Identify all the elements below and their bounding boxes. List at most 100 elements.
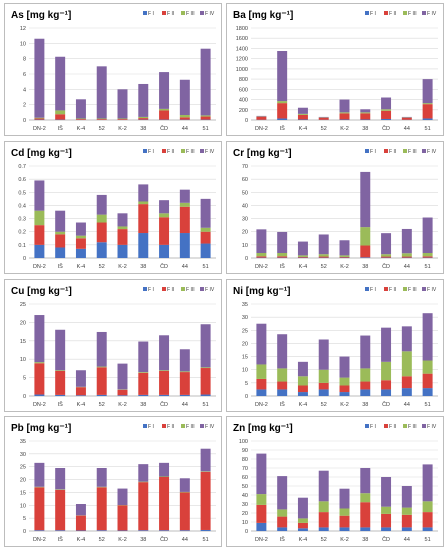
legend-label: F IV xyxy=(427,424,437,430)
bar-segment xyxy=(297,518,308,523)
bar-segment xyxy=(138,116,149,119)
bar-segment xyxy=(318,234,329,255)
bar-segment xyxy=(381,254,392,257)
x-tick-label: K-2 xyxy=(118,264,127,270)
bar-segment xyxy=(117,244,128,258)
bar-segment xyxy=(200,48,211,116)
bar-segment xyxy=(339,377,350,386)
bar-segment xyxy=(138,481,149,483)
bar-segment xyxy=(297,113,308,115)
bar-segment xyxy=(138,233,149,258)
x-tick-label: ČD xyxy=(382,125,390,132)
y-tick-label: 70 xyxy=(242,164,248,170)
bar-segment xyxy=(200,115,211,117)
y-tick-label: 12 xyxy=(20,26,26,32)
bar-segment xyxy=(277,51,288,102)
chart-legend: F I F II F III F IV xyxy=(365,149,437,155)
y-tick-label: 0.7 xyxy=(18,164,26,170)
bar-segment xyxy=(339,256,350,258)
legend-swatch xyxy=(162,149,166,153)
bar-segment xyxy=(422,79,433,104)
bar-segment xyxy=(75,504,86,516)
bar-segment xyxy=(159,244,170,258)
x-tick-label: 44 xyxy=(182,402,188,408)
bar-segment xyxy=(381,233,392,255)
bar-segment xyxy=(277,516,288,528)
legend-label: F III xyxy=(408,11,417,17)
chart-panel-zn: Zn [mg kg⁻¹] F I F II F III F IV 0 10 20 30 40 50 6… xyxy=(226,416,444,547)
legend-label: F II xyxy=(167,11,174,17)
chart-legend: F I F II F III F IV xyxy=(143,424,215,430)
bar-segment xyxy=(277,509,288,517)
bar-segment xyxy=(179,491,190,493)
bar-segment xyxy=(55,468,66,490)
y-tick-label: 10 xyxy=(242,520,248,526)
x-tick-label: K-2 xyxy=(340,126,349,132)
bar-segment xyxy=(381,327,392,362)
bar-segment xyxy=(159,217,170,245)
x-tick-label: 52 xyxy=(99,126,105,132)
x-tick-label: DN-2 xyxy=(33,537,46,543)
chart-panel-cr: Cr [mg kg⁻¹] F I F II F III F IV 0 10 20 30 40 50 6… xyxy=(226,141,444,274)
bar-segment xyxy=(318,382,329,390)
x-tick-label: DN-2 xyxy=(33,126,46,132)
legend-label: F I xyxy=(148,424,154,430)
bar-segment xyxy=(339,112,350,114)
bar-segment xyxy=(360,119,371,120)
legend-label: F I xyxy=(148,149,154,155)
legend-swatch xyxy=(384,11,388,15)
bar-segment xyxy=(75,99,86,119)
bar-segment xyxy=(339,488,350,509)
bar-segment xyxy=(200,448,211,472)
legend-swatch xyxy=(422,149,426,153)
bar-segment xyxy=(179,478,190,492)
bar-segment xyxy=(200,394,211,396)
bar-segment xyxy=(339,508,350,516)
legend-label: F III xyxy=(186,424,195,430)
chart-title: Cr [mg kg⁻¹] xyxy=(233,148,292,159)
bar-segment xyxy=(117,118,128,120)
x-tick-label: ČD xyxy=(160,401,168,408)
bar-segment xyxy=(138,118,149,120)
bar-segment xyxy=(34,462,45,487)
x-tick-label: 44 xyxy=(404,126,410,132)
legend-swatch xyxy=(365,287,369,291)
y-tick-label: 30 xyxy=(242,315,248,321)
x-tick-label: K-2 xyxy=(118,126,127,132)
bar-segment xyxy=(381,477,392,507)
y-tick-label: 0 xyxy=(23,256,26,262)
bar-segment xyxy=(179,372,190,395)
bar-segment xyxy=(117,229,128,245)
bar-segment xyxy=(200,368,211,395)
bar-segment xyxy=(159,530,170,531)
bar-segment xyxy=(277,118,288,120)
bar-segment xyxy=(256,453,267,495)
bar-segment xyxy=(55,370,66,371)
legend-label: F II xyxy=(389,11,396,17)
bar-segment xyxy=(256,494,267,505)
bar-segment xyxy=(318,339,329,370)
legend-label: F I xyxy=(370,149,376,155)
bar-segment xyxy=(318,512,329,528)
bar-segment xyxy=(117,89,128,119)
bar-segment xyxy=(381,118,392,120)
bar-segment xyxy=(360,112,371,114)
bar-segment xyxy=(422,217,433,254)
bar-segment xyxy=(138,341,149,373)
y-tick-label: 200 xyxy=(239,108,248,114)
bar-segment xyxy=(401,351,412,377)
y-tick-label: 20 xyxy=(20,320,26,326)
bar-segment xyxy=(339,113,350,120)
bar-segment xyxy=(401,486,412,508)
chart-svg: Pb [mg kg⁻¹] F I F II F III F IV 0 5 10 15 20 25 30… xyxy=(11,423,216,543)
x-tick-label: 51 xyxy=(425,402,431,408)
x-tick-label: IŠ xyxy=(280,125,286,132)
bar-segment xyxy=(401,253,412,257)
bar-segment xyxy=(360,335,371,369)
bar-segment xyxy=(360,468,371,494)
legend-swatch xyxy=(143,424,147,428)
y-tick-label: 0 xyxy=(245,118,248,124)
bar-segment xyxy=(117,213,128,227)
legend-label: F I xyxy=(148,11,154,17)
bar-segment xyxy=(297,392,308,396)
